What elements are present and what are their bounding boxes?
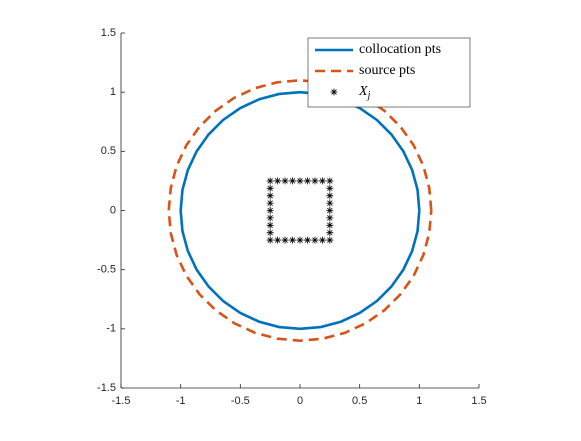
legend-label: collocation pts — [359, 42, 441, 57]
x-tick-label: 0 — [297, 395, 303, 407]
marker — [266, 192, 274, 200]
y-tick-label: 0.5 — [101, 145, 116, 157]
marker — [289, 177, 297, 185]
marker — [266, 177, 274, 185]
x-tick-label: -1 — [176, 395, 186, 407]
marker — [303, 177, 311, 185]
y-tick-label: -0.5 — [97, 264, 116, 276]
marker — [318, 177, 326, 185]
legend-label: source pts — [359, 63, 415, 78]
x-tick-label: -1.5 — [112, 395, 131, 407]
marker — [266, 236, 274, 244]
marker — [266, 214, 274, 222]
legend-swatch — [330, 88, 338, 96]
marker — [266, 207, 274, 214]
marker — [318, 236, 326, 244]
marker — [311, 236, 319, 244]
marker — [281, 236, 289, 244]
marker — [311, 177, 319, 185]
marker — [326, 207, 334, 214]
x-tick-label: 0.5 — [352, 395, 367, 407]
marker — [296, 177, 304, 185]
series-line — [179, 90, 421, 331]
y-tick-label: -1.5 — [97, 382, 116, 394]
marker — [296, 236, 304, 244]
series-line — [167, 79, 433, 342]
marker — [326, 184, 334, 192]
marker — [281, 177, 289, 185]
marker — [326, 192, 334, 200]
x-tick-label: -0.5 — [231, 395, 250, 407]
marker — [326, 236, 334, 244]
y-tick-label: 1 — [110, 86, 116, 98]
marker — [326, 177, 334, 185]
legend-label: Xj — [358, 84, 371, 101]
marker — [326, 229, 334, 237]
x-tick-label: 1.5 — [471, 395, 486, 407]
marker — [326, 199, 334, 207]
y-tick-label: -1 — [106, 323, 116, 335]
marker — [326, 214, 334, 222]
marker — [266, 199, 274, 207]
y-tick-label: 1.5 — [101, 27, 116, 39]
marker — [266, 229, 274, 237]
marker — [266, 221, 274, 229]
marker — [266, 184, 274, 192]
marker — [289, 236, 297, 244]
x-tick-label: 1 — [416, 395, 422, 407]
y-tick-label: 0 — [110, 204, 116, 216]
marker — [274, 236, 282, 244]
marker — [303, 236, 311, 244]
marker — [326, 221, 334, 229]
marker — [274, 177, 282, 185]
legend: collocation pts source pts Xj — [307, 37, 471, 108]
